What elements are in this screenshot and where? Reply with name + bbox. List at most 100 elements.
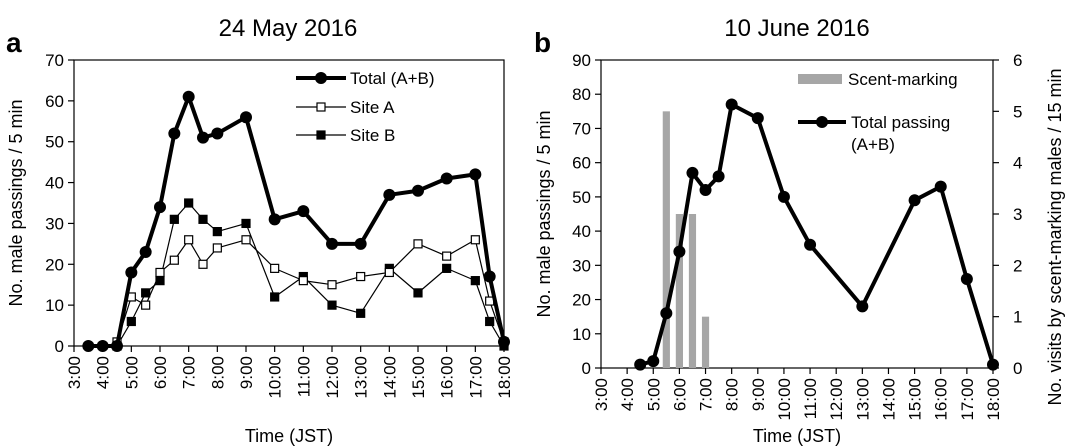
panel-b-legend: Scent-marking Total passing (A+B): [798, 70, 958, 154]
panel-a-plot-frame: [73, 59, 505, 347]
panel-b-y2-tick-label: 0: [1013, 359, 1022, 378]
panel-b-y-tick-label: 40: [572, 222, 591, 241]
data-point-site-a: [169, 255, 179, 265]
panel-b-y-tick-label: 80: [572, 85, 591, 104]
panel-b-y2-tick-label: 3: [1013, 205, 1022, 224]
panel-b-y2label: No. visits by scent-marking males / 15 m…: [1045, 68, 1065, 405]
panel-b-x-tick-label: 16:00: [932, 378, 951, 421]
panel-b-x-tick-label: 3:00: [592, 378, 611, 411]
data-point-site-a: [184, 235, 194, 245]
panel-b-y-tick-label: 90: [572, 51, 591, 70]
legend-label-total-passing-line2: (A+B): [851, 135, 895, 154]
data-point-site-b: [485, 316, 495, 327]
panel-b-x-tick-label: 13:00: [853, 378, 872, 421]
panel-b-y2-tick-label: 4: [1013, 154, 1022, 173]
panel-a-x-tick-label: 13:00: [352, 356, 371, 399]
legend-marker-total: [315, 72, 327, 84]
panel-a-y-tick-label: 30: [45, 214, 64, 233]
legend-marker-site-a: [316, 102, 326, 112]
data-point-site-b: [270, 292, 280, 302]
data-point-total-a-b: [197, 131, 209, 144]
panel-a-x-tick-label: 14:00: [380, 356, 399, 399]
panel-b-plot-frame: [600, 59, 994, 369]
data-point-total-a-b: [154, 201, 166, 214]
data-point-total-passing: [699, 184, 712, 197]
panel-b-x-tick-label: 6:00: [670, 378, 689, 411]
scent-marking-bar: [701, 316, 710, 368]
panel-b-x-axis-ticks: 3:00 4:00 5:00 6:00 7:00 8:00 9:00 10:00 11:00 12…: [592, 368, 1003, 421]
data-point-total-a-b: [440, 172, 453, 185]
data-point-total-a-b: [483, 270, 496, 283]
data-point-total-passing: [725, 98, 738, 111]
panel-a-x-tick-label: 6:00: [151, 356, 170, 389]
panel-a-x-axis-ticks: 3:00 4:00 5:00 6:00 7:00 8:00 9:00 10:00 11:00 12…: [65, 346, 514, 399]
data-point-total-a-b: [82, 340, 95, 352]
panel-a-x-tick-label: 3:00: [65, 356, 84, 389]
data-point-site-a: [327, 280, 337, 290]
data-point-site-a: [212, 243, 222, 253]
data-point-site-b: [470, 276, 480, 286]
data-point-site-a: [442, 251, 452, 261]
data-point-site-b: [327, 300, 337, 310]
data-point-site-a: [298, 276, 308, 286]
data-point-total-passing: [686, 166, 699, 179]
panel-a-x-tick-label: 16:00: [438, 356, 457, 399]
data-point-total-a-b: [412, 184, 424, 197]
panel-a-x-tick-label: 11:00: [294, 356, 313, 397]
data-point-total-a-b: [168, 127, 181, 140]
panel-b-title: 10 June 2016: [724, 15, 869, 42]
data-point-total-passing: [856, 300, 869, 313]
panel-b-y2-tick-label: 1: [1013, 308, 1022, 327]
panel-a-y-tick-label: 60: [45, 92, 64, 111]
panel-b-x-tick-label: 7:00: [697, 378, 716, 411]
data-point-site-b: [184, 198, 194, 208]
data-point-site-b: [141, 288, 151, 298]
panel-a-y-tick-label: 20: [45, 255, 64, 274]
series-line-total-a-b: [88, 94, 506, 348]
panel-a-y-tick-label: 0: [55, 337, 64, 356]
panel-b-ylabel: No. male passings / 5 min: [534, 110, 554, 317]
scent-marking-bar: [688, 214, 697, 368]
data-point-site-b: [126, 316, 136, 327]
panel-b-x-tick-label: 15:00: [906, 378, 925, 421]
panel-b-letter: b: [534, 27, 551, 58]
data-point-total-passing: [673, 245, 686, 258]
panel-b-y-axis-ticks: 0 10 20 30 40 50 60 70 80 90: [572, 51, 601, 378]
panel-b-x-tick-label: 12:00: [827, 378, 846, 421]
panel-a-x-tick-label: 4:00: [94, 356, 113, 389]
legend-label-total: Total (A+B): [350, 69, 435, 88]
panel-a-xlabel: Time (JST): [245, 426, 333, 446]
panel-b-x-tick-label: 10:00: [775, 378, 794, 421]
panel-a-y-axis-ticks: 0 10 20 30 40 50 60 70: [45, 51, 74, 356]
panel-a-x-tick-label: 5:00: [122, 356, 141, 389]
panel-a-y-tick-label: 50: [45, 133, 64, 152]
panel-a-x-tick-label: 17:00: [466, 356, 485, 399]
data-point-total-passing: [777, 190, 790, 203]
panel-b-x-tick-label: 9:00: [749, 378, 768, 411]
data-point-total-a-b: [469, 168, 482, 181]
panel-b-y-tick-label: 60: [572, 154, 591, 173]
data-point-site-b: [212, 227, 222, 237]
data-point-site-a: [155, 267, 165, 278]
panel-b-y2-axis-ticks: 0 1 2 3 4 5 6: [993, 51, 1022, 378]
data-point-total-a-b: [111, 340, 123, 352]
panel-a-y-tick-label: 40: [45, 174, 64, 193]
panel-b-y-tick-label: 10: [572, 325, 591, 344]
panel-b-y2-tick-label: 6: [1013, 51, 1022, 70]
data-point-total-passing: [647, 355, 660, 368]
data-point-total-passing: [751, 112, 764, 125]
legend-label-site-a: Site A: [350, 98, 395, 117]
data-point-site-b: [356, 308, 366, 318]
panel-a: 24 May 2016 a No. male passings / 5 min …: [6, 15, 514, 446]
data-point-total-a-b: [383, 188, 396, 201]
data-point-site-a: [141, 300, 151, 310]
legend-swatch-scent-marking: [798, 74, 842, 84]
panel-b-y-tick-label: 0: [582, 359, 591, 378]
data-point-total-a-b: [211, 127, 224, 140]
data-point-site-b: [169, 214, 179, 224]
series-line-total-passing: [639, 102, 995, 367]
data-point-site-a: [198, 259, 208, 269]
series-line-site-b: [116, 202, 505, 347]
panel-a-x-tick-label: 18:00: [495, 356, 514, 399]
